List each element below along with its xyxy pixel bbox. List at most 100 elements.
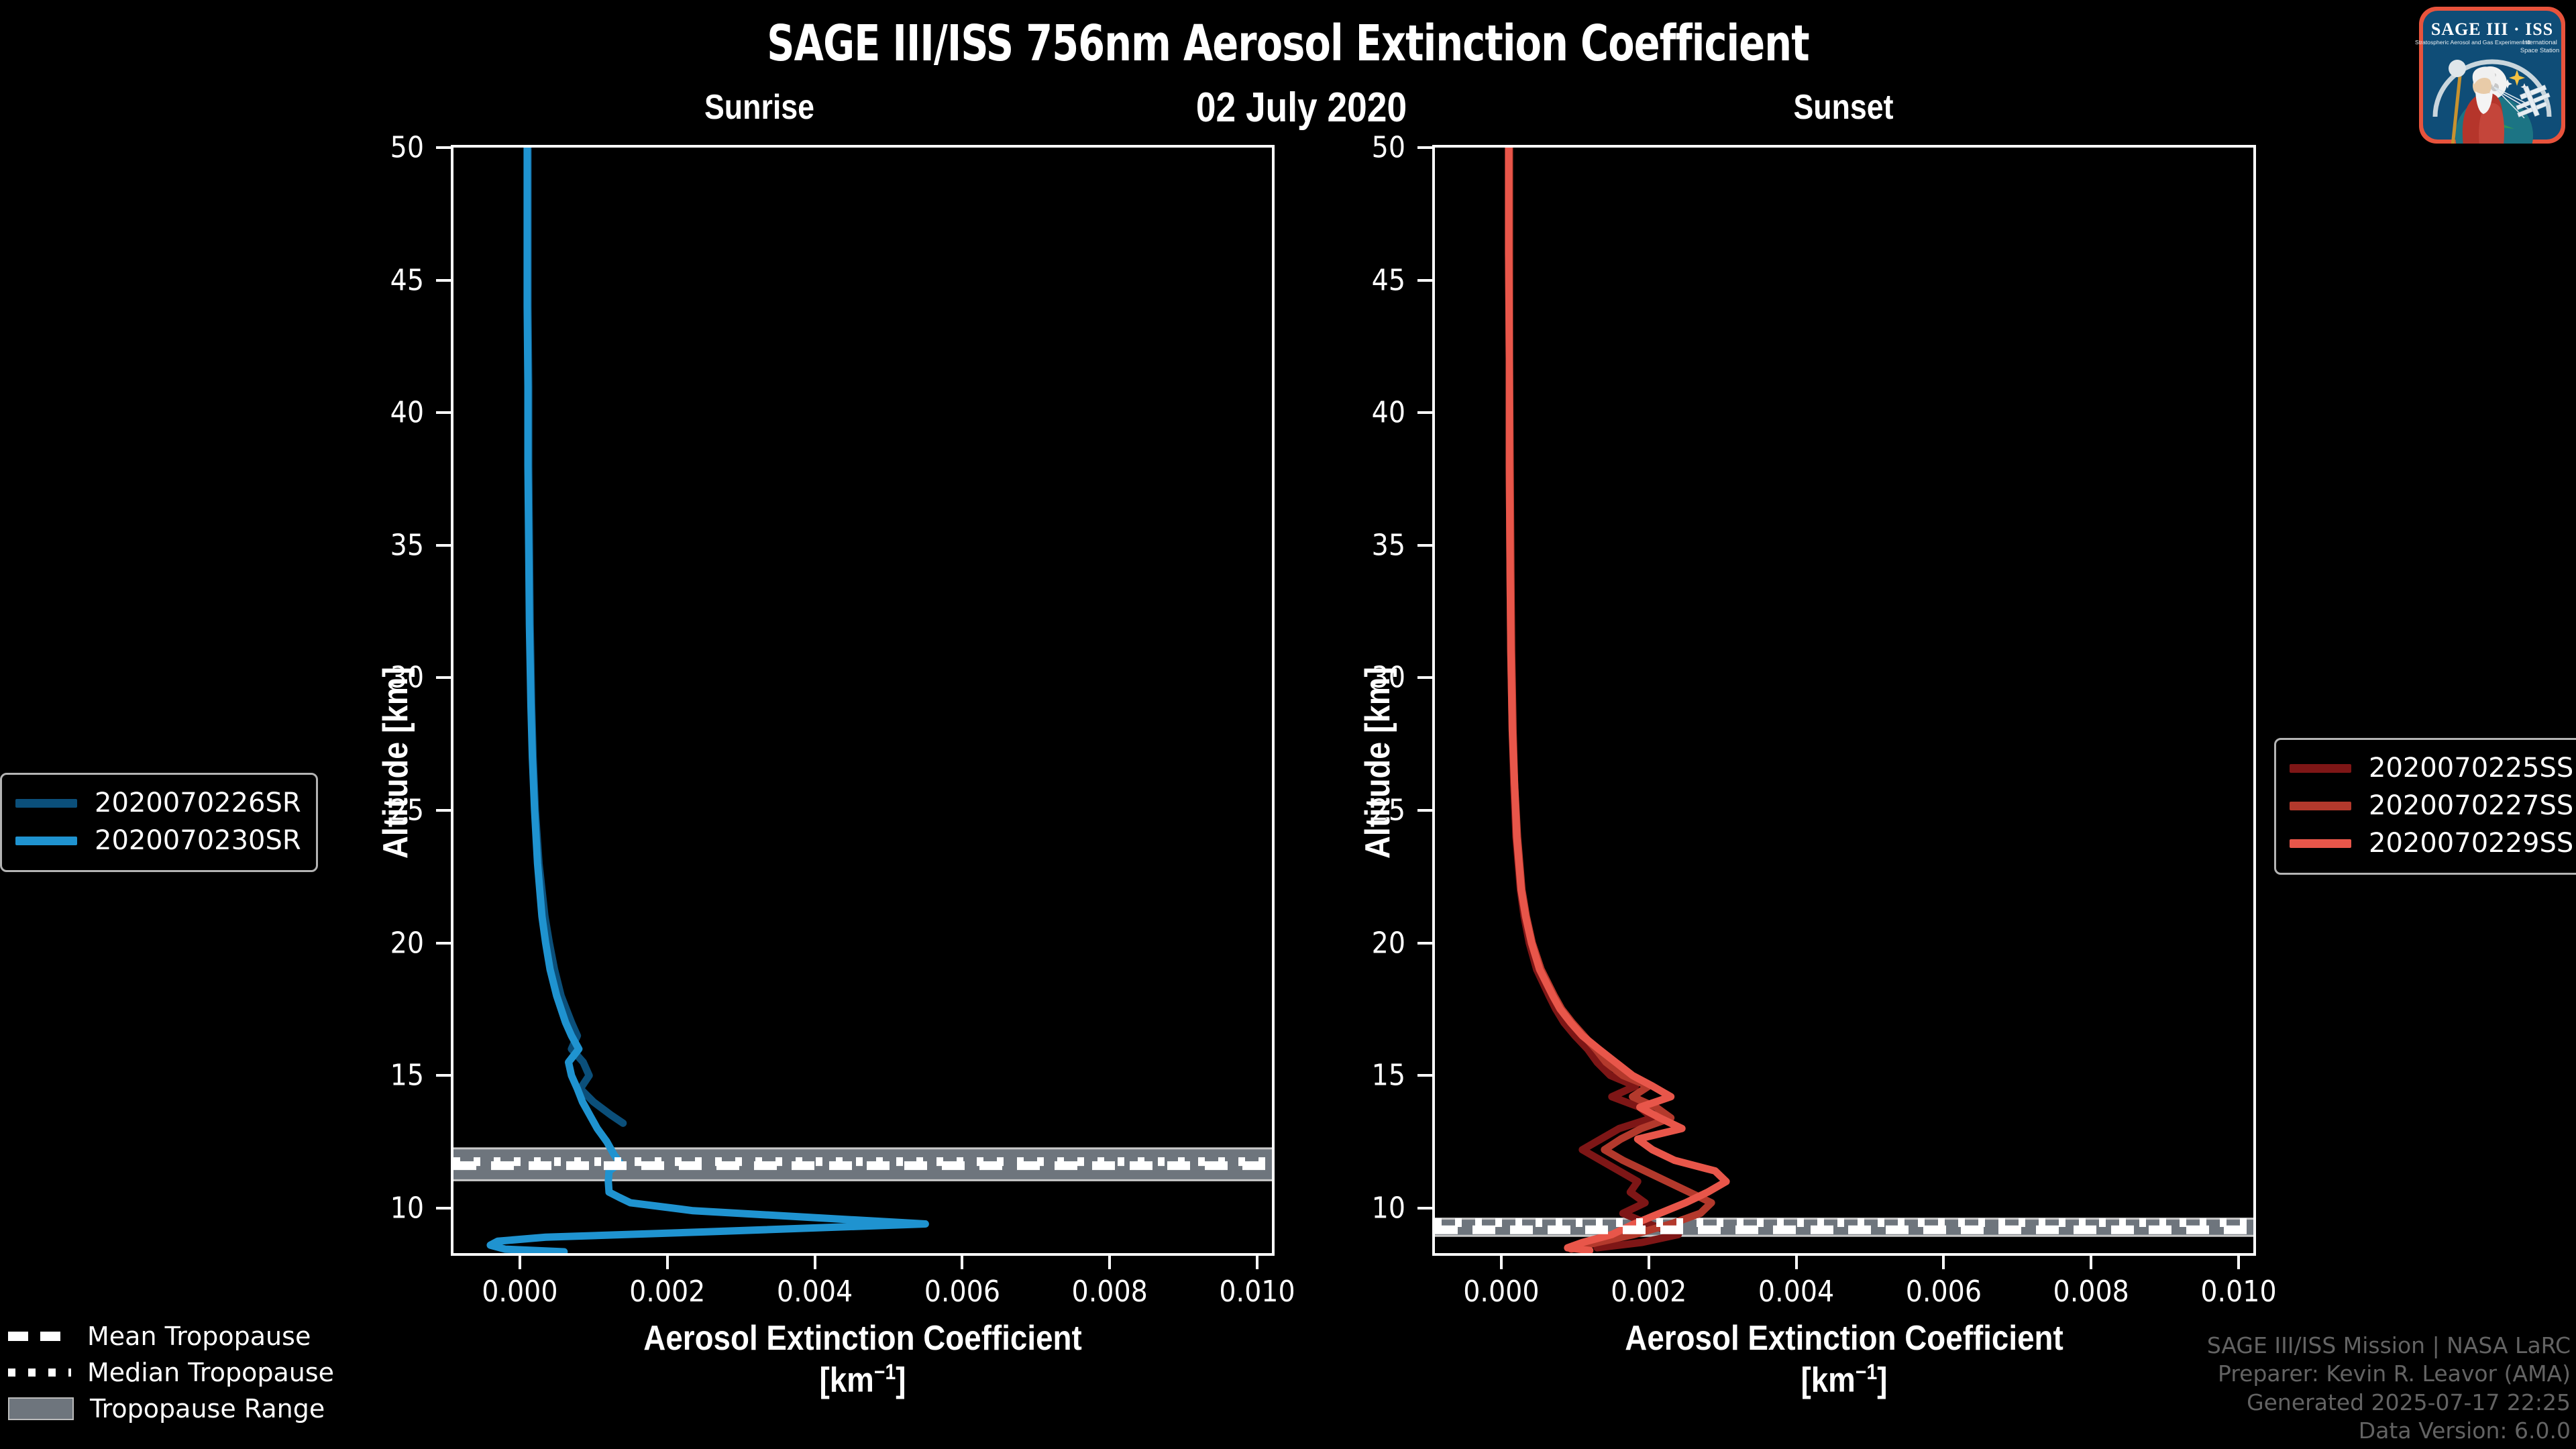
legend-label-2020070227SS: 2020070227SS (2369, 790, 2574, 821)
x-axis-label-sunrise: Aerosol Extinction Coefficient [km−1] (500, 1318, 1226, 1401)
legend-sunset[interactable]: 2020070225SS 2020070227SS 2020070229SS (2274, 738, 2576, 875)
y-tick-sunset-30 (1417, 676, 1432, 680)
legend-sunrise[interactable]: 2020070226SR 2020070230SR (0, 773, 318, 872)
legend-label-tropopause-range: Tropopause Range (90, 1394, 325, 1424)
y-tick-sunrise-25 (436, 809, 451, 812)
x-tick-sunset-0.002 (1647, 1256, 1650, 1269)
panel-title-sunrise: Sunrise (704, 88, 815, 127)
legend-row-2020070225SS[interactable]: 2020070225SS (2290, 749, 2573, 787)
x-axis-label-line1: Aerosol Extinction Coefficient (1625, 1319, 2063, 1358)
filled-band-icon (8, 1397, 74, 1420)
y-tick-label-sunrise-10: 10 (390, 1191, 424, 1226)
y-tick-sunset-20 (1417, 941, 1432, 945)
legend-label-2020070230SR: 2020070230SR (95, 825, 301, 856)
y-tick-label-sunset-30: 30 (1371, 660, 1405, 695)
y-tick-sunset-35 (1417, 543, 1432, 547)
y-axis-label-sunrise: Altitude [km] (376, 667, 415, 859)
y-tick-sunset-50 (1417, 146, 1432, 149)
legend-row-2020070226SR[interactable]: 2020070226SR (15, 784, 301, 822)
credits-preparer: Preparer: Kevin R. Leavor (AMA) (2218, 1360, 2571, 1387)
x-tick-label-sunrise-0.006: 0.006 (924, 1275, 1001, 1309)
x-tick-sunrise-0.004 (813, 1256, 816, 1269)
legend-label-median-tropopause: Median Tropopause (87, 1358, 334, 1387)
y-tick-sunrise-50 (436, 146, 451, 149)
x-axis-label-sunset: Aerosol Extinction Coefficient [km−1] (1482, 1318, 2207, 1401)
y-tick-label-sunrise-25: 25 (390, 793, 424, 828)
legend-label-2020070229SS: 2020070229SS (2369, 828, 2574, 859)
x-tick-sunset-0.004 (1794, 1256, 1798, 1269)
y-tick-label-sunrise-40: 40 (390, 395, 424, 430)
x-tick-label-sunset-0.000: 0.000 (1463, 1275, 1540, 1309)
x-tick-label-sunset-0.004: 0.004 (1758, 1275, 1835, 1309)
credits-generated: Generated 2025-07-17 22:25 (2247, 1389, 2571, 1415)
legend-label-2020070226SR: 2020070226SR (95, 788, 301, 818)
x-tick-sunset-0.008 (2090, 1256, 2093, 1269)
svg-text:SAGE III · ISS: SAGE III · ISS (2431, 19, 2553, 39)
y-tick-label-sunset-25: 25 (1371, 793, 1405, 828)
y-tick-label-sunrise-15: 15 (390, 1058, 424, 1093)
y-axis-label-sunset: Altitude [km] (1358, 667, 1397, 859)
svg-text:Stratospheric Aerosol and Gas: Stratospheric Aerosol and Gas Experiment… (2415, 39, 2530, 46)
x-tick-sunrise-0.000 (518, 1256, 521, 1269)
x-tick-label-sunrise-0.000: 0.000 (482, 1275, 558, 1309)
series-line-2020070227SS (1505, 148, 1715, 1253)
y-tick-sunrise-15 (436, 1074, 451, 1077)
series-line-2020070226SR (524, 148, 627, 1127)
legend-label-2020070225SS: 2020070225SS (2369, 753, 2574, 784)
dotted-line-icon (8, 1368, 71, 1377)
y-tick-label-sunrise-50: 50 (390, 130, 424, 165)
y-tick-label-sunset-35: 35 (1371, 528, 1405, 563)
legend-row-mean-tropopause: Mean Tropopause (8, 1318, 334, 1354)
y-tick-label-sunrise-45: 45 (390, 263, 424, 298)
legend-label-mean-tropopause: Mean Tropopause (87, 1322, 311, 1351)
x-tick-label-sunset-0.002: 0.002 (1611, 1275, 1687, 1309)
legend-row-2020070229SS[interactable]: 2020070229SS (2290, 824, 2573, 862)
legend-tropopause: Mean Tropopause Median Tropopause Tropop… (8, 1318, 334, 1427)
y-tick-sunset-15 (1417, 1074, 1432, 1077)
plot-area-sunrise (451, 145, 1275, 1256)
y-tick-sunrise-45 (436, 278, 451, 282)
y-tick-label-sunrise-30: 30 (390, 660, 424, 695)
legend-row-2020070227SS[interactable]: 2020070227SS (2290, 787, 2573, 824)
legend-row-median-tropopause: Median Tropopause (8, 1354, 334, 1391)
svg-text:International: International (2522, 38, 2557, 46)
y-tick-sunset-25 (1417, 809, 1432, 812)
x-tick-label-sunrise-0.004: 0.004 (776, 1275, 853, 1309)
x-tick-label-sunrise-0.008: 0.008 (1071, 1275, 1148, 1309)
panel-title-sunset: Sunset (1793, 88, 1894, 127)
y-tick-label-sunset-20: 20 (1371, 926, 1405, 961)
plot-inner-sunset (1435, 148, 2253, 1253)
legend-swatch-2020070230SR (15, 836, 77, 845)
legend-row-tropopause-range: Tropopause Range (8, 1391, 334, 1427)
x-tick-sunset-0.000 (1499, 1256, 1503, 1269)
y-tick-sunrise-40 (436, 411, 451, 415)
x-tick-sunrise-0.006 (961, 1256, 964, 1269)
x-tick-sunset-0.010 (2237, 1256, 2241, 1269)
x-tick-label-sunset-0.008: 0.008 (2053, 1275, 2129, 1309)
plot-inner-sunrise (453, 148, 1272, 1253)
legend-swatch-2020070227SS (2290, 801, 2351, 810)
credits-mission: SAGE III/ISS Mission | NASA LaRC (2206, 1332, 2571, 1359)
y-tick-label-sunrise-20: 20 (390, 926, 424, 961)
credits-block: SAGE III/ISS Mission | NASA LaRC Prepare… (2207, 1332, 2571, 1445)
series-line-2020070230SR (486, 148, 929, 1253)
x-tick-label-sunset-0.006: 0.006 (1905, 1275, 1982, 1309)
y-tick-label-sunset-40: 40 (1371, 395, 1405, 430)
dashed-line-icon (8, 1332, 71, 1341)
y-tick-label-sunrise-35: 35 (390, 528, 424, 563)
y-tick-sunset-40 (1417, 411, 1432, 415)
legend-swatch-2020070225SS (2290, 763, 2351, 773)
y-tick-label-sunset-50: 50 (1371, 130, 1405, 165)
plot-area-sunset (1432, 145, 2256, 1256)
y-tick-sunrise-35 (436, 543, 451, 547)
sage-iii-iss-mission-patch-icon: SAGE III · ISS Stratospheric Aerosol and… (2415, 4, 2569, 146)
y-tick-sunset-10 (1417, 1206, 1432, 1210)
y-tick-label-sunset-10: 10 (1371, 1191, 1405, 1226)
svg-text:Space Station: Space Station (2520, 46, 2559, 54)
page-title: SAGE III/ISS 756nm Aerosol Extinction Co… (767, 15, 1809, 72)
x-axis-label-units: [km−1] (1801, 1360, 1888, 1400)
x-tick-label-sunset-0.010: 0.010 (2200, 1275, 2277, 1309)
legend-row-2020070230SR[interactable]: 2020070230SR (15, 822, 301, 859)
credits-data-version: Data Version: 6.0.0 (2358, 1417, 2571, 1444)
x-tick-sunrise-0.010 (1256, 1256, 1259, 1269)
